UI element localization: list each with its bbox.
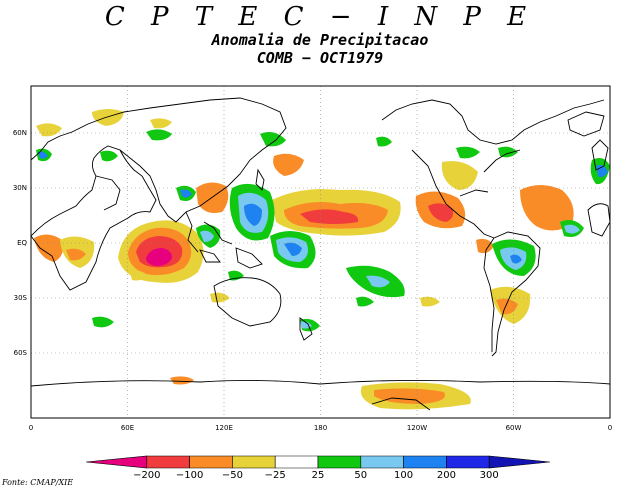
legend-swatch (403, 455, 447, 469)
lon-label: 0 (29, 424, 33, 432)
legend-swatch (446, 455, 490, 469)
gridlines (31, 86, 610, 418)
lon-label: 60W (506, 424, 522, 432)
map-frame (30, 85, 611, 419)
legend-label: 25 (312, 470, 325, 481)
legend-label: −200 (133, 470, 160, 481)
wet-anomalies (36, 129, 610, 332)
lat-label: 30N (13, 184, 27, 192)
lon-label: 60E (121, 424, 134, 432)
legend-swatch (232, 455, 276, 469)
lat-label: 30S (14, 294, 28, 302)
lat-axis: 60N 30N EQ 30S 60S (13, 129, 28, 357)
anomaly-field (34, 109, 610, 410)
legend-swatch (488, 455, 551, 469)
dry-anomalies (34, 109, 574, 410)
legend-label: 100 (394, 470, 413, 481)
subtitle: Anomalia de Precipitacao (211, 31, 429, 49)
legend-swatch (317, 455, 362, 469)
legend-swatch (189, 455, 233, 469)
legend-label: 300 (480, 470, 499, 481)
title: C P T E C − I N P E (104, 2, 536, 32)
lat-label: EQ (17, 239, 27, 247)
lon-label: 120E (215, 424, 233, 432)
legend-label: −50 (222, 470, 243, 481)
legend-label: −100 (176, 470, 203, 481)
legend-swatch (146, 455, 190, 469)
lat-label: 60N (13, 129, 27, 137)
color-legend: −200 −100 −50 −25 25 50 100 200 300 (85, 455, 551, 481)
legend-swatch (360, 455, 404, 469)
legend-label: −25 (265, 470, 286, 481)
lon-label: 180 (314, 424, 327, 432)
lon-axis: 0 60E 120E 180 120W 60W 0 (29, 424, 612, 432)
coastlines (31, 97, 610, 411)
lon-label: 120W (407, 424, 427, 432)
legend-label: 200 (437, 470, 456, 481)
legend-swatch (85, 455, 148, 469)
source-credit: Fonte: CMAP/XIE (2, 478, 74, 487)
period-label: COMB − OCT1979 (256, 49, 384, 67)
lon-label: 0 (608, 424, 612, 432)
legend-label: 50 (354, 470, 367, 481)
lat-label: 60S (14, 349, 28, 357)
legend-swatch (274, 455, 319, 469)
